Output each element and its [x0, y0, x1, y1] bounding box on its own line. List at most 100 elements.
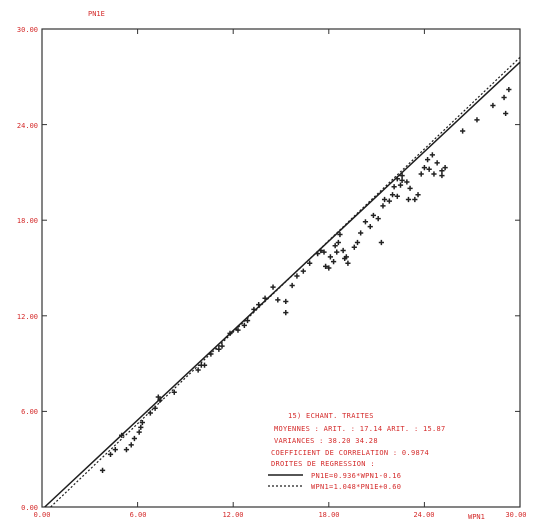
scatter-point	[335, 239, 341, 246]
axis-ticks	[41, 28, 521, 508]
scatter-point	[501, 94, 507, 101]
annotation-line-7: WPN1=1.048*PN1E+0.60	[311, 483, 401, 491]
x-tick-label-24: 24.00	[413, 511, 434, 519]
annotation-line-2: MOYENNES : ARIT. : 17.14 ARIT. : 15.87	[274, 425, 446, 433]
scatter-point	[506, 86, 512, 93]
stats-annotation: 15) ECHANT. TRAITES MOYENNES : ARIT. : 1…	[268, 412, 446, 491]
scatter-point	[426, 166, 432, 172]
x-tick-label-18: 18.00	[318, 511, 339, 519]
scatter-point	[138, 424, 144, 430]
y-tick-label-12: 12.00	[17, 313, 38, 321]
scatter-point	[227, 330, 233, 336]
scatter-point	[415, 192, 421, 198]
scatter-point	[157, 397, 163, 403]
scatter-point	[429, 152, 435, 158]
scatter-point	[152, 405, 158, 411]
scatter-point	[334, 249, 340, 255]
scatter-point	[354, 239, 361, 246]
scatter-point	[404, 179, 410, 185]
annotation-line-6: PN1E=0.936*WPN1-0.16	[311, 472, 401, 480]
x-tick-label-6: 6.00	[130, 511, 147, 519]
scatter-point	[327, 254, 333, 260]
annotation-line-4: COEFFICIENT DE CORRELATION : 0.9874	[271, 449, 429, 457]
scatter-point	[337, 231, 343, 238]
scatter-point	[332, 243, 338, 249]
scatter-point	[503, 110, 509, 117]
scatter-point	[99, 467, 106, 473]
scatter-point	[307, 260, 313, 266]
scatter-point	[345, 260, 351, 266]
y-tick-label-18: 18.00	[17, 217, 38, 225]
scatter-point	[300, 268, 306, 274]
x-tick-label-12: 12.00	[222, 511, 243, 519]
scatter-point	[439, 168, 445, 174]
scatter-point	[171, 389, 177, 395]
y-axis-label: PN1E	[88, 10, 105, 18]
regression-lines	[44, 56, 521, 508]
scatter-point	[241, 322, 247, 328]
y-tick-label-0: 0.00	[21, 504, 38, 512]
scatter-point	[201, 362, 208, 368]
scatter-point	[123, 447, 130, 453]
scatter-point	[155, 394, 161, 400]
scatter-point	[195, 367, 201, 373]
scatter-point	[244, 317, 251, 324]
scatter-point	[326, 265, 332, 271]
scatter-point	[340, 247, 346, 254]
scatter-point	[139, 419, 145, 426]
scatter-point	[370, 212, 377, 219]
scatter-point	[262, 295, 268, 301]
scatter-point	[412, 196, 418, 203]
scatter-point	[399, 177, 405, 183]
data-points	[99, 86, 512, 473]
scatter-point	[270, 284, 276, 290]
scatter-point	[490, 102, 496, 109]
scatter-point	[397, 182, 404, 188]
scatter-point	[251, 306, 257, 313]
scatter-point	[399, 172, 405, 179]
scatter-point	[119, 432, 125, 438]
y-tick-label-30: 30.00	[17, 26, 38, 34]
scatter-point	[460, 128, 466, 134]
scatter-point	[362, 219, 369, 225]
regression-line-2	[50, 56, 521, 508]
scatter-point	[235, 327, 241, 333]
scatter-point	[208, 351, 214, 357]
scatter-point	[391, 184, 397, 190]
scatter-point	[421, 165, 427, 171]
scatter-point	[389, 192, 396, 198]
scatter-point	[294, 273, 300, 279]
scatter-point	[283, 298, 289, 305]
y-tick-label-6: 6.00	[21, 408, 38, 416]
scatter-point	[136, 429, 142, 435]
scatter-point	[275, 297, 281, 303]
scatter-point	[343, 254, 349, 260]
x-axis-label: WPN1	[468, 513, 485, 521]
scatter-point	[289, 282, 295, 289]
scatter-point	[407, 185, 413, 191]
scatter-point	[442, 165, 448, 171]
scatter-point	[378, 239, 384, 246]
annotation-line-3: VARIANCES : 38.20 34.28	[274, 437, 378, 445]
scatter-point	[321, 249, 327, 255]
scatter-point	[147, 410, 153, 416]
x-tick-label-0: 0.00	[34, 511, 51, 519]
y-tick-label-24: 24.00	[17, 122, 38, 130]
scatter-point	[434, 160, 440, 166]
scatter-point	[351, 244, 357, 250]
scatter-point	[358, 230, 364, 236]
scatter-point	[424, 157, 431, 163]
scatter-point	[375, 216, 381, 222]
scatter-point	[323, 263, 329, 270]
scatter-point	[418, 171, 424, 177]
scatter-point	[474, 117, 480, 123]
scatter-point	[381, 196, 388, 203]
scatter-point	[216, 346, 222, 352]
scatter-point	[256, 302, 262, 308]
scatter-point	[367, 223, 373, 230]
scatter-point	[318, 247, 324, 254]
scatter-point	[112, 447, 118, 453]
scatter-point	[439, 172, 445, 179]
scatter-point	[394, 176, 400, 182]
